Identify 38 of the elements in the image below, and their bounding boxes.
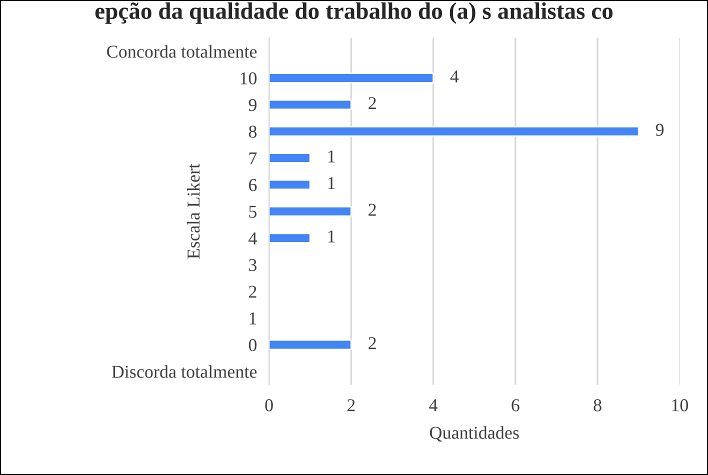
- y-tick-label: 3: [249, 259, 257, 272]
- y-tick-label: 8: [248, 126, 257, 138]
- x-tick-label: 8: [594, 399, 602, 412]
- data-label: 2: [368, 97, 376, 110]
- y-tick-label: Concorda totalmente: [107, 45, 257, 58]
- bar: [269, 179, 311, 190]
- x-tick-label: 4: [429, 399, 438, 412]
- y-tick-label: 7: [249, 152, 257, 164]
- y-tick-label: 4: [248, 232, 257, 244]
- x-axis-title: Quantidades: [430, 426, 519, 442]
- x-tick-label: 6: [512, 399, 520, 412]
- y-axis-title: Escala Likert: [186, 164, 200, 259]
- bar: [269, 206, 352, 217]
- data-label: 9: [656, 124, 664, 136]
- y-tick-label: Discorda totalmente: [112, 365, 257, 378]
- data-label: 1: [328, 230, 335, 242]
- data-label: 1: [328, 177, 335, 190]
- bar: [269, 126, 640, 137]
- y-tick-label: 1: [250, 312, 256, 324]
- bar: [269, 152, 311, 164]
- y-tick-label: 10: [240, 72, 257, 84]
- bar: [269, 232, 311, 244]
- data-label: 4: [450, 70, 459, 82]
- y-tick-label: 5: [249, 206, 257, 218]
- bar: [269, 339, 352, 350]
- x-tick-label: 0: [265, 399, 273, 412]
- x-tick-label: 2: [347, 399, 355, 412]
- x-tick-label: 10: [672, 399, 688, 412]
- bar: [269, 99, 352, 110]
- chart-title: epção da qualidade do trabalho do (a) s analistas co: [95, 2, 613, 24]
- bar: [269, 72, 434, 84]
- data-label: 1: [328, 150, 335, 162]
- data-label: 2: [368, 337, 376, 350]
- data-label: 2: [368, 204, 376, 216]
- y-tick-label: 9: [248, 98, 256, 112]
- y-tick-label: 0: [248, 339, 257, 352]
- y-tick-label: 2: [249, 286, 256, 298]
- y-tick-label: 6: [248, 179, 257, 192]
